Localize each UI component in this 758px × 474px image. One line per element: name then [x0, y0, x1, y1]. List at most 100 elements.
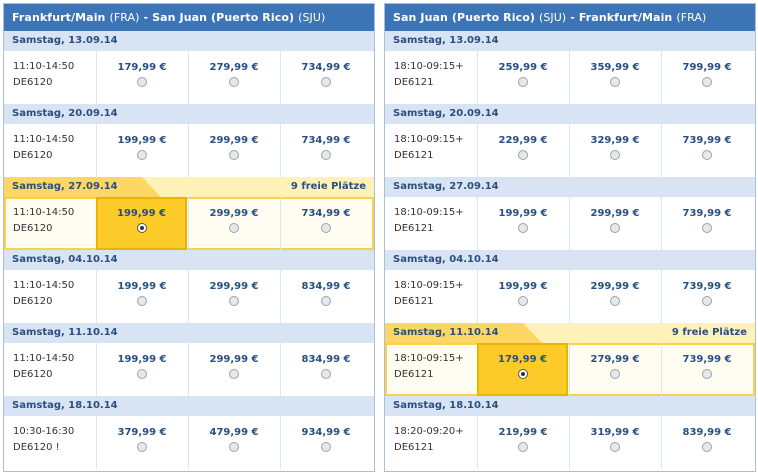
fare-price: 229,99 € — [498, 135, 548, 146]
fare-option[interactable]: 734,99 € — [280, 124, 371, 177]
fare-radio[interactable] — [321, 296, 331, 306]
fare-radio-checked[interactable] — [136, 223, 147, 233]
fare-radio[interactable] — [518, 296, 528, 306]
fare-option[interactable]: 379,99 € — [96, 416, 187, 469]
fare-option[interactable]: 299,99 € — [188, 197, 279, 250]
fare-radio[interactable] — [229, 150, 239, 160]
fare-option[interactable]: 799,99 € — [661, 51, 752, 104]
fare-option[interactable]: 834,99 € — [280, 270, 371, 323]
route-destination: Frankfurt/Main — [578, 11, 673, 24]
fare-price: 734,99 € — [301, 135, 351, 146]
fare-radio[interactable] — [518, 77, 528, 87]
fare-option[interactable]: 219,99 € — [477, 416, 568, 469]
fare-radio[interactable] — [137, 296, 147, 306]
day-date: Samstag, 11.10.14 — [393, 327, 499, 338]
fare-price: 279,99 € — [209, 62, 259, 73]
fare-option[interactable]: 739,99 € — [661, 270, 752, 323]
fare-option[interactable]: 299,99 € — [569, 197, 660, 250]
fare-radio[interactable] — [610, 442, 620, 452]
fare-radio[interactable] — [610, 77, 620, 87]
fare-radio[interactable] — [321, 150, 331, 160]
fare-radio[interactable] — [610, 296, 620, 306]
fare-option-selected[interactable]: 199,99 € — [96, 197, 187, 250]
day-header: Samstag, 18.10.14 — [4, 396, 374, 416]
fare-option[interactable]: 199,99 € — [96, 343, 187, 396]
fare-radio[interactable] — [137, 442, 147, 452]
flight-number: DE6121 — [394, 150, 434, 161]
fare-option[interactable]: 299,99 € — [188, 343, 279, 396]
fare-option[interactable]: 739,99 € — [661, 197, 752, 250]
fare-radio[interactable] — [321, 442, 331, 452]
flight-row: 11:10-14:50 DE6120 179,99 € 279,99 € 734… — [4, 51, 374, 104]
fare-radio[interactable] — [702, 223, 712, 233]
fare-radio[interactable] — [518, 223, 528, 233]
fare-radio[interactable] — [610, 369, 620, 379]
fare-radio-checked[interactable] — [517, 369, 528, 379]
fare-radio[interactable] — [321, 369, 331, 379]
fare-radio[interactable] — [518, 442, 528, 452]
fare-option[interactable]: 834,99 € — [280, 343, 371, 396]
outbound-flights-panel: Frankfurt/Main (FRA) - San Juan (Puerto … — [3, 3, 375, 472]
fare-option[interactable]: 179,99 € — [96, 51, 187, 104]
fare-radio[interactable] — [702, 296, 712, 306]
fare-radio[interactable] — [702, 77, 712, 87]
fare-radio[interactable] — [229, 77, 239, 87]
fare-option[interactable]: 734,99 € — [280, 51, 371, 104]
day-header: Samstag, 13.09.14 — [385, 31, 755, 51]
flight-row-selected: 18:10-09:15+ DE6121 179,99 € 279,99 € 73… — [385, 343, 755, 396]
fare-radio[interactable] — [229, 296, 239, 306]
fare-price: 299,99 € — [209, 354, 259, 365]
flight-info: 18:10-09:15+ DE6121 — [385, 197, 477, 250]
fare-radio[interactable] — [229, 442, 239, 452]
fare-radio[interactable] — [610, 223, 620, 233]
day-header-selected: Samstag, 11.10.14 9 freie Plätze — [385, 323, 755, 343]
fare-option[interactable]: 934,99 € — [280, 416, 371, 469]
fare-radio[interactable] — [702, 369, 712, 379]
fare-option[interactable]: 199,99 € — [477, 270, 568, 323]
fare-option-selected[interactable]: 179,99 € — [477, 343, 568, 396]
route-separator: - — [143, 11, 149, 24]
fare-radio[interactable] — [518, 150, 528, 160]
day-date: Samstag, 27.09.14 — [393, 181, 499, 192]
fare-radio[interactable] — [229, 369, 239, 379]
fare-radio[interactable] — [321, 77, 331, 87]
flight-row-selected: 11:10-14:50 DE6120 199,99 € 299,99 € 734… — [4, 197, 374, 250]
fare-option[interactable]: 279,99 € — [188, 51, 279, 104]
fare-radio[interactable] — [137, 150, 147, 160]
fare-option[interactable]: 734,99 € — [280, 197, 371, 250]
day-date: Samstag, 11.10.14 — [12, 327, 118, 338]
fare-option[interactable]: 259,99 € — [477, 51, 568, 104]
route-destination: San Juan (Puerto Rico) — [152, 11, 295, 24]
fare-radio[interactable] — [229, 223, 239, 233]
flight-time: 11:10-14:50 — [13, 207, 75, 218]
fare-option[interactable]: 199,99 € — [477, 197, 568, 250]
fare-radio[interactable] — [137, 369, 147, 379]
fare-price: 299,99 € — [209, 208, 259, 219]
fare-option[interactable]: 199,99 € — [96, 124, 187, 177]
fare-option[interactable]: 229,99 € — [477, 124, 568, 177]
fare-option[interactable]: 329,99 € — [569, 124, 660, 177]
fare-radio[interactable] — [321, 223, 331, 233]
flight-number: DE6121 — [394, 223, 434, 234]
flight-time: 18:10-09:15+ — [394, 280, 464, 291]
fare-option[interactable]: 839,99 € — [661, 416, 752, 469]
fare-radio[interactable] — [702, 442, 712, 452]
fare-option[interactable]: 299,99 € — [188, 270, 279, 323]
fare-radio[interactable] — [610, 150, 620, 160]
fare-option[interactable]: 359,99 € — [569, 51, 660, 104]
fare-option[interactable]: 299,99 € — [188, 124, 279, 177]
fare-option[interactable]: 739,99 € — [661, 124, 752, 177]
day-header: Samstag, 13.09.14 — [4, 31, 374, 51]
fare-price: 739,99 € — [682, 208, 732, 219]
fare-option[interactable]: 199,99 € — [96, 270, 187, 323]
fare-radio[interactable] — [702, 150, 712, 160]
fare-option[interactable]: 299,99 € — [569, 270, 660, 323]
fare-price: 739,99 € — [682, 281, 732, 292]
fare-option[interactable]: 319,99 € — [569, 416, 660, 469]
fare-radio[interactable] — [137, 77, 147, 87]
flight-row: 11:10-14:50 DE6120 199,99 € 299,99 € 734… — [4, 124, 374, 177]
flight-row: 18:20-09:20+ DE6121 219,99 € 319,99 € 83… — [385, 416, 755, 469]
fare-option[interactable]: 279,99 € — [569, 343, 660, 396]
fare-option[interactable]: 479,99 € — [188, 416, 279, 469]
fare-option[interactable]: 739,99 € — [661, 343, 752, 396]
